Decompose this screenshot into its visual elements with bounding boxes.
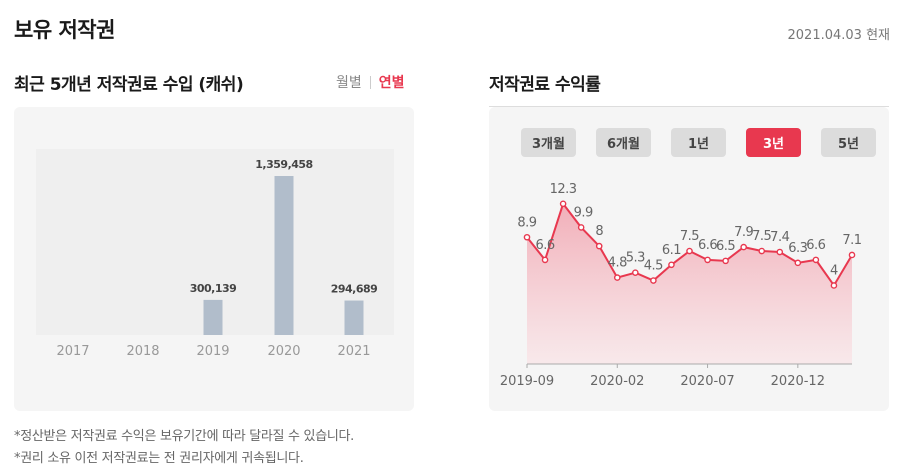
yield-point: [758, 247, 766, 255]
yield-value-label: 6.6: [698, 238, 717, 253]
yearly-toggle-button[interactable]: 연별: [378, 75, 405, 91]
period-toggle: 월별 연별: [336, 72, 405, 92]
x-tick-label: 2020-12: [771, 374, 825, 389]
yield-value-label: 6.6: [806, 238, 825, 253]
as-of-date: 2021.04.03 현재: [787, 28, 891, 43]
yield-area-fill: [527, 203, 852, 364]
yield-point: [632, 269, 639, 276]
x-tick-label: 2020-07: [680, 374, 734, 389]
yield-point: [595, 242, 603, 250]
yield-point: [848, 251, 856, 259]
yield-point: [650, 277, 657, 284]
yield-point: [830, 282, 838, 289]
x-tick-label: 2019-09: [500, 374, 554, 389]
page-title: 보유 저작권: [14, 18, 115, 42]
yield-value-label: 7.9: [734, 225, 753, 240]
yield-value-label: 8: [595, 224, 603, 239]
income-bar-chart: 2017 2018 300,139 2019 1,359,458 2020 294,689 2…: [36, 149, 394, 359]
yield-section-title: 저작권료 수익률: [489, 75, 601, 95]
settlement-note: *정산받은 저작권료 수익은 보유기간에 따라 달라질 수 있습니다.: [14, 429, 355, 444]
yield-point: [812, 256, 820, 264]
income-section-title: 최근 5개년 저작권료 수입 (캐쉬): [14, 75, 244, 95]
x-tick-label: 2020-02: [590, 374, 644, 389]
period-button-1[interactable]: 6개월: [596, 128, 651, 157]
yield-value-label: 7.5: [752, 229, 771, 244]
year-tick-label: 2017: [56, 344, 89, 359]
yield-value-label: 8.9: [517, 215, 536, 230]
yield-value-label: 6.6: [535, 238, 554, 253]
year-tick-label: 2021: [337, 344, 370, 359]
yield-point: [577, 224, 585, 231]
year-tick-label: 2019: [196, 344, 229, 359]
yield-point: [740, 243, 747, 251]
yield-point: [541, 256, 549, 264]
ownership-note: *권리 소유 이전 저작권료는 전 권리자에게 귀속됩니다.: [14, 451, 304, 466]
period-buttons: 3개월 6개월 1년 3년 5년: [521, 128, 876, 157]
yield-chart-panel: 3개월 6개월 1년 3년 5년 8.9 6.6 12.3 9.9 8 4.8 5.3 4.5 6.1 7…: [489, 107, 889, 411]
income-bar-2020: [274, 176, 294, 335]
yield-value-label: 9.9: [574, 205, 593, 220]
monthly-toggle-button[interactable]: 월별: [336, 75, 362, 91]
period-button-2[interactable]: 1년: [671, 128, 726, 157]
yield-point: [559, 200, 567, 208]
yield-point: [668, 261, 675, 269]
yield-value-label: 7.4: [770, 230, 789, 245]
income-chart-panel: 2017 2018 300,139 2019 1,359,458 2020 294,689 2…: [14, 107, 414, 411]
yield-value-label: 7.1: [842, 233, 861, 248]
yield-value-label: 6.3: [788, 241, 807, 256]
yield-point: [776, 248, 784, 256]
yield-value-label: 5.3: [626, 251, 645, 266]
year-tick-label: 2018: [126, 344, 159, 359]
yield-value-label: 4.5: [644, 259, 663, 274]
period-button-0[interactable]: 3개월: [521, 128, 576, 157]
toggle-divider: [369, 75, 371, 89]
yield-point: [686, 247, 693, 255]
yield-point: [613, 274, 621, 281]
income-bar-2019: [203, 299, 223, 335]
yield-value-label: 6.1: [662, 243, 681, 258]
income-value-label: 294,689: [331, 283, 378, 296]
yield-point: [794, 259, 802, 267]
yield-value-label: 12.3: [550, 182, 577, 197]
yield-point: [704, 256, 711, 264]
section-divider: [489, 106, 889, 107]
period-button-4[interactable]: 5년: [821, 128, 876, 157]
yield-value-label: 6.5: [716, 239, 735, 254]
yield-value-label: 7.5: [680, 229, 699, 244]
yield-point: [523, 233, 531, 241]
income-value-label: 1,359,458: [255, 158, 312, 171]
yield-value-label: 4.8: [608, 256, 627, 271]
yield-value-label: 4: [830, 263, 838, 278]
income-bar-2021: [344, 300, 364, 335]
year-tick-label: 2020: [267, 344, 300, 359]
period-button-3[interactable]: 3년: [746, 128, 801, 157]
income-value-label: 300,139: [190, 282, 237, 295]
yield-area-chart: 8.96.612.39.984.85.34.56.17.56.66.57.97.…: [500, 182, 862, 389]
yield-point: [722, 257, 729, 265]
